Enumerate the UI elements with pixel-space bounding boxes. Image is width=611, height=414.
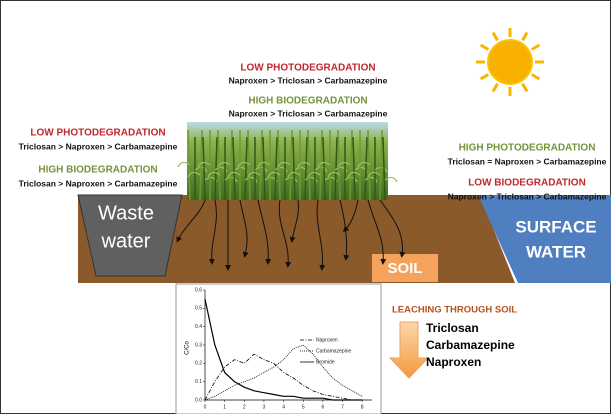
- x-tick-label: 7: [341, 404, 344, 410]
- corn-field: [187, 122, 388, 200]
- note-title: LOW PHOTODEGRADATION: [30, 128, 165, 139]
- x-tick-label: 4: [282, 404, 285, 410]
- y-tick-label: 0.4: [195, 324, 202, 330]
- x-tick-label: 0: [204, 404, 207, 410]
- y-tick-label: 0.3: [195, 342, 202, 348]
- graphical-abstract: LOW PHOTODEGRADATION Naproxen > Triclosa…: [0, 0, 611, 414]
- note-title: HIGH PHOTODEGRADATION: [459, 143, 596, 154]
- note-order: Triclosan = Naproxen > Carbamazepine: [448, 156, 607, 166]
- leaching-title: LEACHING THROUGH SOIL: [392, 305, 517, 316]
- x-tick-label: 8: [361, 404, 364, 410]
- compartment-label: water: [101, 230, 151, 252]
- y-tick-label: 0.1: [195, 379, 202, 385]
- compartment-label: SOIL: [387, 260, 422, 277]
- y-tick-label: 0.6: [195, 287, 202, 293]
- x-tick-label: 1: [223, 404, 226, 410]
- leaching-item: Carbamazepine: [426, 338, 515, 352]
- y-tick-label: 0.2: [195, 361, 202, 367]
- note-order: Naproxen > Triclosan > Carbamazepine: [229, 75, 388, 85]
- x-tick-label: 6: [321, 404, 324, 410]
- note-title: LOW PHOTODEGRADATION: [240, 63, 375, 74]
- x-tick-label: 2: [243, 404, 246, 410]
- y-axis-label: C/Co: [185, 341, 191, 355]
- note-title: HIGH BIODEGRADATION: [38, 165, 157, 176]
- note-order: Naproxen > Triclosan > Carbamazepine: [448, 191, 607, 201]
- note-title: LOW BIODEGRADATION: [468, 178, 586, 189]
- leaching-item: Naproxen: [426, 355, 481, 369]
- note-order: Triclosan > Naproxen > Carbamazepine: [19, 178, 178, 188]
- y-tick-label: 0.0: [195, 397, 202, 403]
- note-order: Naproxen > Triclosan > Carbamazepine: [229, 108, 388, 118]
- y-tick-label: 0.5: [195, 306, 202, 312]
- compartment-label: SURFACE: [515, 217, 596, 236]
- legend-label: Naproxen: [316, 337, 338, 343]
- note-order: Triclosan > Naproxen > Carbamazepine: [19, 141, 178, 151]
- compartment-label: Waste: [98, 202, 154, 224]
- note-title: HIGH BIODEGRADATION: [248, 96, 367, 107]
- x-tick-label: 3: [263, 404, 266, 410]
- legend-label: Carbamazepine: [316, 348, 352, 354]
- legend-label: Bromide: [316, 359, 335, 365]
- compartment-label: WATER: [526, 242, 586, 261]
- x-tick-label: 5: [302, 404, 305, 410]
- leaching-item: Triclosan: [426, 321, 479, 335]
